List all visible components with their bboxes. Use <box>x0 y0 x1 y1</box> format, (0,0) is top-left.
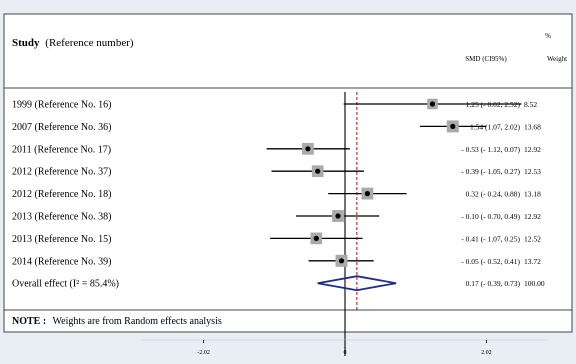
study-smd-ci: - 0.05 (- 0.52, 0.41) <box>461 257 520 266</box>
plot-panel <box>3 13 573 333</box>
study-smd-ci: 0.32 (- 0.24, 0.88) <box>466 190 521 199</box>
point-estimate <box>364 191 370 197</box>
point-estimate <box>335 213 341 219</box>
study-column-header: Study (Reference number) <box>12 37 134 49</box>
point-estimate <box>450 123 456 129</box>
footnote: NOTE : Weights are from Random effects a… <box>12 316 222 327</box>
study-label: 2014 (Reference No. 39) <box>12 256 111 267</box>
study-smd-ci: - 0.10 (- 0.70, 0.49) <box>461 212 520 221</box>
study-weight: 8.52 <box>524 100 537 109</box>
study-header-suffix: (Reference number) <box>45 37 134 49</box>
study-label: 2013 (Reference No. 15) <box>12 234 111 245</box>
x-axis: -2.02 0 2.02 <box>142 339 548 356</box>
forest-marks <box>266 92 522 356</box>
study-label: 2012 (Reference No. 37) <box>12 167 111 178</box>
note-text: Weights are from Random effects analysis <box>53 316 222 327</box>
x-tick-label: 2.02 <box>481 350 492 356</box>
overall-smd-ci: 0.17 (- 0.39, 0.73) <box>466 279 521 288</box>
study-label: 2013 (Reference No. 38) <box>12 212 111 223</box>
point-estimate <box>305 146 311 152</box>
point-estimate <box>313 235 319 241</box>
study-smd-ci: - 0.41 (- 1.07, 0.25) <box>461 234 520 243</box>
weight-column-header: Weight <box>547 55 567 63</box>
x-tick-label: 0 <box>344 350 347 356</box>
study-label: 2011 (Reference No. 17) <box>12 144 111 155</box>
study-weight: 12.92 <box>524 212 541 221</box>
study-weight: 12.53 <box>524 167 541 176</box>
study-label: 1999 (Reference No. 16) <box>12 100 111 111</box>
smd-column-header: SMD (CI95%) <box>465 55 507 63</box>
note-label: NOTE : <box>12 316 46 327</box>
study-weight: 12.92 <box>524 145 541 154</box>
study-label: 2007 (Reference No. 36) <box>12 122 111 133</box>
study-smd-ci: 1.54 (1.07, 2.02) <box>470 122 520 131</box>
overall-weight: 100.00 <box>524 279 545 288</box>
percent-header: % <box>545 32 551 40</box>
overall-diamond <box>317 275 397 292</box>
study-smd-ci: - 0.39 (- 1.05, 0.27) <box>461 167 520 176</box>
overall-label: Overall effect (I² = 85.4%) <box>12 279 119 290</box>
study-label: 2012 (Reference No. 18) <box>12 189 111 200</box>
study-weight: 13.68 <box>524 122 541 131</box>
study-weight: 13.18 <box>524 190 541 199</box>
study-smd-ci: - 0.53 (- 1.12, 0.07) <box>461 145 520 154</box>
point-estimate <box>338 258 345 264</box>
study-header-bold: Study <box>12 37 40 49</box>
study-weight: 13.72 <box>524 257 541 266</box>
study-rows: 1999 (Reference No. 16)1.25 (- 0.02, 2.5… <box>12 100 545 290</box>
study-weight: 12.52 <box>524 234 541 243</box>
point-estimate <box>315 168 321 174</box>
point-estimate <box>429 101 436 107</box>
x-tick-label: -2.02 <box>197 350 210 356</box>
